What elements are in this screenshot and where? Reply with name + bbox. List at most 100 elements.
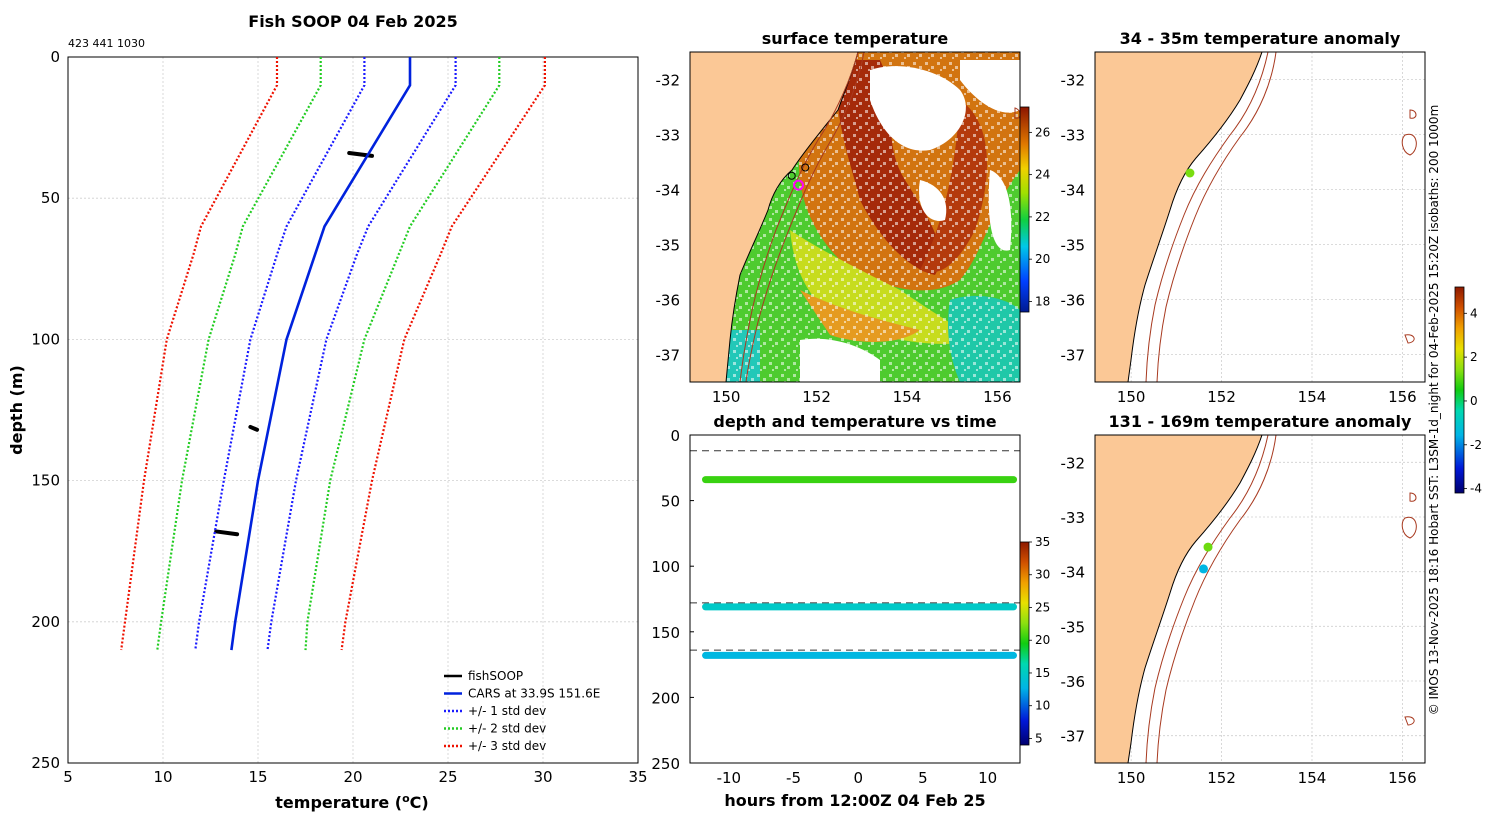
depth-time-y-tick-label: 0	[670, 427, 680, 445]
legend-label: fishSOOP	[468, 669, 523, 683]
station-ring-marker	[787, 171, 796, 180]
depth-time-y-tick-label: 150	[651, 624, 680, 642]
depth-time-x-tick-label: -10	[717, 769, 742, 787]
depth-time-x-tick-label: 10	[978, 769, 997, 787]
sst-colorbar	[1019, 106, 1030, 313]
depth-time-x-tick-label: 5	[918, 769, 928, 787]
std-upper-line-2	[304, 57, 501, 651]
profile-y-tick-label: 50	[41, 189, 60, 207]
anomaly-deep-y-tick-label: -32	[1061, 454, 1086, 472]
profile-x-ticks: 5 10 15 20 25 30 35	[63, 768, 647, 786]
sst-colorbar-label: 20	[1035, 252, 1050, 266]
profile-series	[120, 57, 547, 651]
anomaly-deep-axes-box	[1094, 434, 1426, 764]
std-upper-line-3	[340, 57, 547, 651]
depth-time-colorbar-label: 15	[1035, 666, 1050, 680]
sst-y-tick-label: -34	[656, 182, 681, 200]
side-credit-text: © IMOS 13-Nov-2025 18:16 Hobart SST: L3S…	[1427, 105, 1441, 716]
depth-time-colorbar	[1019, 541, 1030, 746]
profile-x-tick-label: 15	[248, 768, 267, 786]
figure-label: 423 441 1030	[68, 37, 145, 50]
anomaly-deep-y-tick-label: -35	[1061, 618, 1086, 636]
anomaly-deep-ticks: 150 152 154 156 -32 -33 -34 -35 -36 -37	[1061, 454, 1417, 787]
anomaly-colorbar-label: -2	[1470, 438, 1482, 452]
anomaly-deep-title: 131 - 169m temperature anomaly	[1109, 412, 1412, 431]
anomaly-deep-y-tick-label: -37	[1061, 728, 1086, 746]
profile-x-tick-label: 35	[628, 768, 647, 786]
anomaly-deep-y-tick-label: -36	[1061, 673, 1086, 691]
anomaly-deep-y-tick-label: -34	[1061, 564, 1086, 582]
sst-land	[690, 52, 859, 382]
anomaly-deep-map	[1095, 435, 1425, 763]
sst-y-tick-label: -36	[656, 292, 681, 310]
depth-time-refs	[690, 450, 1020, 651]
sst-colorbar-ticks: 26 24 22 20 18	[1029, 125, 1050, 308]
legend-label: +/- 3 std dev	[468, 739, 546, 753]
sst-colorbar-label: 22	[1035, 210, 1050, 224]
depth-time-x-tick-label: 0	[853, 769, 863, 787]
anomaly-colorbar-label: 4	[1470, 306, 1478, 320]
legend-label: +/- 1 std dev	[468, 704, 546, 718]
anomaly-deep-x-tick-label: 150	[1117, 769, 1146, 787]
anomaly-deep-isobath-200	[1145, 435, 1269, 763]
anomaly-deep-y-tick-label: -33	[1061, 509, 1086, 527]
sst-colorbar-label: 18	[1035, 294, 1050, 308]
profile-y-tick-label: 250	[31, 754, 60, 772]
anomaly-deep-seamounts	[1401, 492, 1417, 726]
std-lower-line-1	[194, 57, 366, 651]
profile-y-tick-label: 150	[31, 472, 60, 490]
anomaly-shallow-seamounts	[1401, 109, 1417, 344]
anomaly-deep-x-tick-label: 152	[1207, 769, 1236, 787]
cars-profile-line	[230, 57, 412, 651]
depth-time-x-tick-label: -5	[786, 769, 801, 787]
anomaly-shallow-x-tick-label: 154	[1298, 388, 1327, 406]
anomaly-deep-x-tick-label: 156	[1388, 769, 1417, 787]
depth-time-y-tick-label: 50	[661, 493, 680, 511]
depth-time-colorbar-ticks: 35 30 25 20 15 10 5	[1029, 535, 1050, 745]
anomaly-colorbar-label: -4	[1470, 482, 1482, 496]
fishsoop-segment	[214, 529, 240, 537]
depth-time-colorbar-label: 35	[1035, 535, 1050, 549]
profile-x-tick-label: 10	[153, 768, 172, 786]
anomaly-shallow-isobath-1000	[1156, 52, 1277, 382]
profile-y-tick-label: 0	[50, 48, 60, 66]
profile-axes-box	[67, 56, 639, 764]
ship-position-marker	[792, 179, 804, 191]
sst-title: surface temperature	[762, 29, 949, 48]
anomaly-shallow-land	[1095, 52, 1263, 382]
anomaly-shallow-y-tick-label: -33	[1061, 127, 1086, 145]
sst-ticks: 150 152 154 156 -32 -33 -34 -35 -36 -37	[656, 72, 1012, 407]
anomaly-deep-land	[1095, 435, 1263, 763]
anomaly-shallow-x-tick-label: 156	[1388, 388, 1417, 406]
anomaly-shallow-y-tick-label: -34	[1061, 182, 1086, 200]
anomaly-deep-isobath-1000	[1156, 435, 1277, 763]
sst-y-tick-label: -37	[656, 347, 681, 365]
depth-time-y-tick-label: 250	[651, 755, 680, 773]
profile-y-tick-label: 100	[31, 330, 60, 348]
depth-time-axes-box	[689, 434, 1021, 764]
anomaly-colorbar-ticks: 4 2 0 -2 -4	[1464, 306, 1482, 496]
depth-time-colorbar-label: 10	[1035, 699, 1050, 713]
profile-panel: Fish SOOP 04 Feb 2025 423 441 1030 5 10 15…	[7, 12, 648, 812]
profile-x-tick-label: 5	[63, 768, 73, 786]
anomaly-shallow-y-tick-label: -32	[1061, 72, 1086, 90]
depth-time-y-tick-label: 200	[651, 689, 680, 707]
profile-y-tick-label: 200	[31, 613, 60, 631]
fishsoop-segment	[248, 424, 260, 432]
anomaly-colorbar-label: 0	[1470, 394, 1478, 408]
station-ring-marker	[801, 163, 810, 172]
sst-y-tick-label: -32	[656, 72, 681, 90]
sst-x-tick-label: 150	[712, 388, 741, 406]
anomaly-shallow-panel: 34 - 35m temperature anomaly 150 152 154 15…	[1061, 29, 1426, 406]
profile-title: Fish SOOP 04 Feb 2025	[248, 12, 457, 31]
anomaly-point	[1185, 168, 1195, 178]
anomaly-shallow-points	[1185, 168, 1195, 178]
std-upper-line-1	[266, 57, 457, 651]
depth-time-colorbar-label: 5	[1035, 731, 1043, 745]
anomaly-deep-points	[1198, 542, 1213, 574]
anomaly-shallow-map	[1095, 52, 1425, 382]
sst-y-tick-label: -35	[656, 237, 681, 255]
profile-y-label: depth (m)	[7, 365, 26, 455]
